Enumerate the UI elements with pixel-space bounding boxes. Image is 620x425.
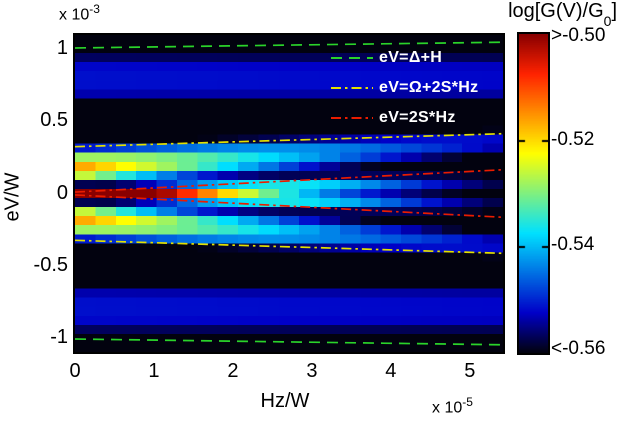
legend-line-sample [331,87,373,89]
x-tick-label: 1 [148,360,160,382]
colorbar-tick-label: >-0.50 [551,25,606,46]
plot-area: eV=Δ+H eV=Ω+2S*Hz eV=2S*Hz [73,33,505,354]
x-axis-multiplier-exp: -5 [462,395,473,409]
legend-item: eV=Ω+2S*Hz [331,79,478,97]
x-tick-label: 4 [385,360,397,382]
x-axis-multiplier-base: x 10 [432,399,463,417]
colorbar-tick-label: -0.52 [551,129,595,151]
y-axis-label: eV/W [1,172,24,222]
x-tick-label: 5 [464,360,476,382]
colorbar-gradient [519,34,548,353]
legend-item: eV=Δ+H [331,49,442,67]
legend-line-sample [331,57,373,59]
y-tick-label: 0.5 [40,109,68,132]
guide-line-2-mirror [75,194,503,219]
colorbar [517,32,550,355]
x-tick-label: 3 [306,360,318,382]
x-axis-multiplier: x 10-5 [432,395,473,417]
guide-line-0-mirror [75,338,503,346]
y-tick-label: 0 [56,181,68,204]
y-axis-multiplier-exp: -3 [89,2,100,16]
overlay-lines [75,41,503,346]
legend-label: eV=2S*Hz [379,109,456,126]
x-axis-label: Hz/W [260,390,310,412]
colorbar-title-main: log[G(V)/G [508,0,604,22]
x-tick-label: 2 [227,360,239,382]
colorbar-title: log[G(V)/G0] [508,0,617,29]
colorbar-title-sub: 0 [603,13,612,29]
guide-line-1-mirror [75,239,503,255]
guide-line-1 [75,132,503,148]
legend-line-sample [331,117,373,119]
colorbar-title-close: ] [611,0,617,22]
legend-item: eV=2S*Hz [331,109,456,127]
y-tick-label: -1 [50,325,68,348]
guide-line-2 [75,168,503,193]
y-axis-multiplier-base: x 10 [59,6,90,24]
y-axis-multiplier: x 10-3 [59,2,100,24]
heatmap-canvas [75,35,503,352]
y-tick-label: 1 [56,37,68,60]
x-tick-label: 0 [69,360,81,382]
colorbar-tick-label: <-0.56 [551,338,606,359]
guide-line-0 [75,41,503,49]
legend-label: eV=Δ+H [379,49,443,66]
y-tick-label: -0.5 [33,253,68,276]
colorbar-tick-label: -0.54 [551,233,595,255]
legend-label: eV=Ω+2S*Hz [379,79,479,96]
